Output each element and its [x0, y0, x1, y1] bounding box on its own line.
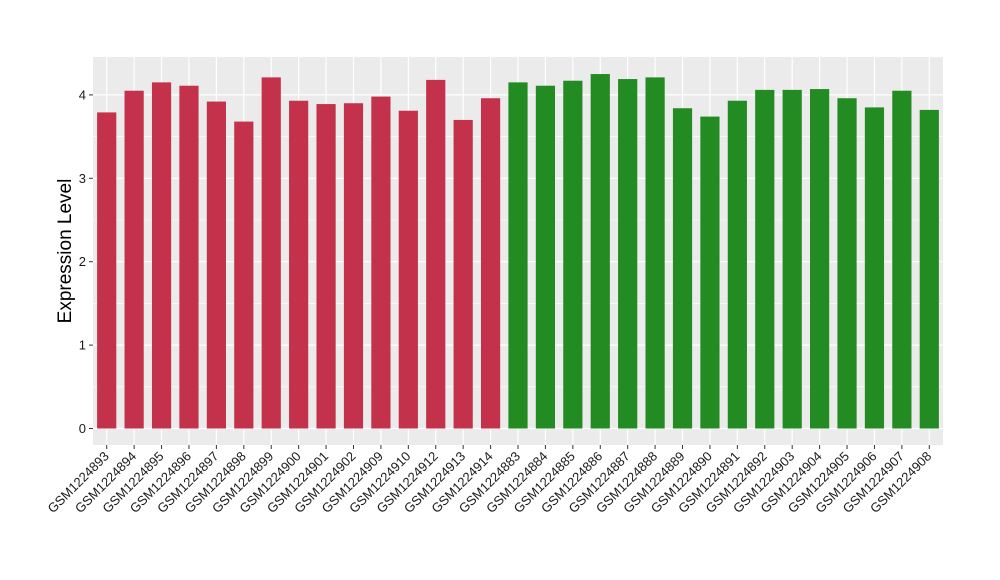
bar-GSM1224893: [97, 112, 117, 429]
bar-GSM1224900: [289, 100, 309, 429]
bar-GSM1224885: [563, 80, 583, 429]
bar-GSM1224909: [371, 96, 391, 429]
bar-GSM1224883: [508, 82, 528, 429]
bar-GSM1224894: [124, 90, 144, 429]
y-axis-title: Expression Level: [55, 179, 76, 324]
bar-GSM1224910: [398, 110, 418, 429]
y-tick-label: 2: [79, 254, 86, 269]
bar-GSM1224897: [206, 101, 226, 429]
bars: [97, 74, 939, 429]
y-axis: 0 1 2 3 4: [79, 87, 93, 436]
bar-GSM1224890: [700, 116, 720, 429]
bar-GSM1224904: [810, 89, 830, 429]
bar-GSM1224888: [645, 77, 665, 429]
bar-GSM1224902: [343, 103, 364, 429]
bar-GSM1224903: [782, 89, 802, 429]
bar-GSM1224907: [892, 90, 912, 429]
bar-GSM1224908: [919, 109, 939, 429]
bar-GSM1224887: [618, 79, 638, 429]
bar-GSM1224884: [535, 85, 556, 429]
bar-GSM1224912: [426, 79, 446, 429]
bar-GSM1224891: [727, 100, 747, 429]
bar-GSM1224886: [590, 74, 610, 429]
bar-GSM1224889: [672, 108, 693, 429]
y-tick-label: 4: [79, 87, 86, 102]
bar-GSM1224906: [864, 107, 885, 429]
bar-GSM1224892: [755, 89, 775, 429]
bar-GSM1224895: [151, 82, 172, 429]
bar-GSM1224901: [316, 104, 336, 429]
x-axis: GSM1224893GSM1224894GSM1224895GSM1224896…: [44, 445, 934, 516]
y-tick-label: 1: [79, 338, 86, 353]
bar-GSM1224898: [234, 121, 254, 429]
y-tick-label: 0: [79, 421, 86, 436]
bar-GSM1224914: [480, 98, 501, 429]
bar-GSM1224899: [261, 77, 281, 429]
y-tick-label: 3: [79, 171, 86, 186]
bar-GSM1224905: [837, 98, 857, 429]
bar-GSM1224913: [453, 119, 473, 429]
bar-GSM1224896: [179, 85, 199, 429]
